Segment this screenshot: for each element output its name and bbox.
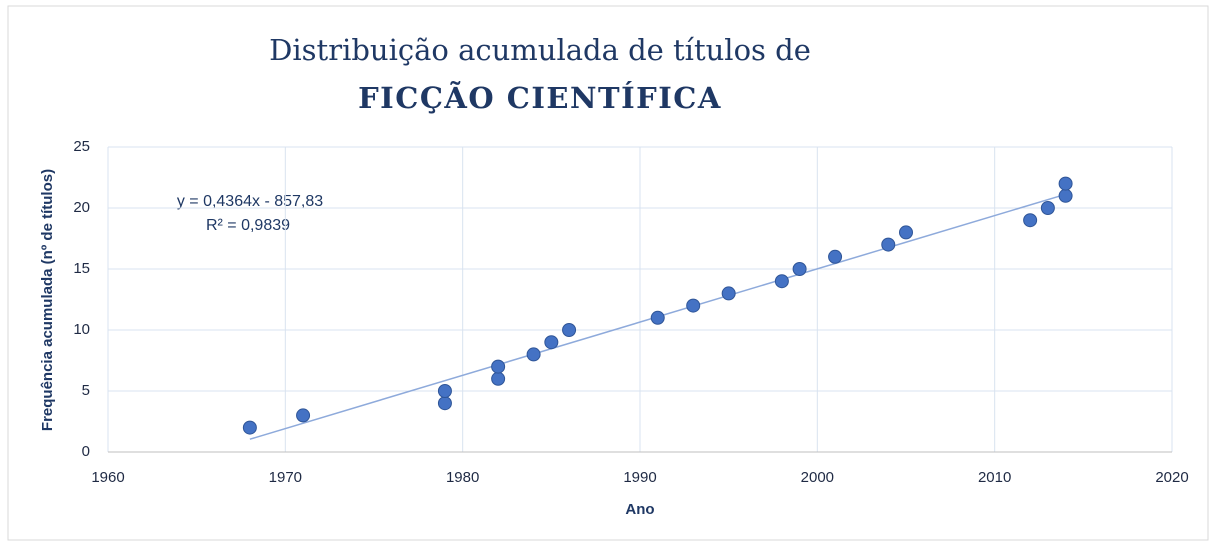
x-tick-label: 1990 — [623, 469, 656, 486]
point — [881, 237, 896, 252]
point — [828, 249, 843, 264]
y-tick-label: 10 — [73, 321, 90, 338]
x-tick-label: 1980 — [446, 469, 479, 486]
point — [491, 359, 506, 374]
x-tick-label: 1960 — [91, 469, 124, 486]
point — [721, 286, 736, 301]
point — [491, 371, 506, 386]
point — [792, 262, 807, 276]
trendline-equation: y = 0,4364x - 857,83 — [177, 193, 323, 210]
point — [1040, 201, 1055, 215]
point — [1058, 176, 1073, 191]
point — [544, 335, 559, 350]
point — [774, 274, 789, 289]
y-tick-label: 15 — [73, 260, 90, 277]
point — [437, 396, 452, 411]
point — [899, 225, 913, 240]
point — [242, 420, 257, 435]
y-tick-label: 25 — [73, 138, 90, 155]
trendline-r2: R² = 0,9839 — [206, 217, 290, 234]
x-axis-label: Ano — [625, 501, 654, 518]
y-tick-label: 5 — [82, 382, 90, 399]
y-tick-label: 20 — [73, 199, 90, 216]
chart-border — [7, 5, 1209, 541]
point — [1058, 188, 1073, 203]
x-tick-label: 2000 — [801, 469, 834, 486]
point — [526, 347, 541, 362]
point — [437, 384, 452, 398]
point — [296, 408, 311, 423]
y-tick-label: 0 — [82, 443, 90, 460]
point — [686, 298, 701, 313]
x-tick-label: 2010 — [978, 469, 1011, 486]
y-axis-label: Frequência acumulada (nº de títulos) — [39, 169, 56, 431]
x-tick-label: 1970 — [269, 469, 302, 486]
x-tick-label: 2020 — [1155, 469, 1188, 486]
point — [650, 310, 665, 325]
chart-subtitle: FICÇÃO CIENTÍFICA — [358, 80, 722, 115]
point — [562, 323, 577, 337]
chart-title: Distribuição acumulada de títulos de — [269, 33, 811, 67]
point — [1023, 213, 1038, 228]
